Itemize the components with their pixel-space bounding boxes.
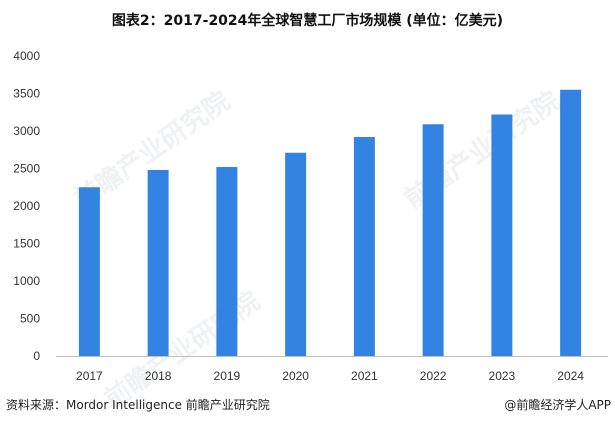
x-tick-label: 2019 [214,369,241,383]
bar [422,124,444,356]
y-tick-label: 1000 [13,274,40,288]
y-tick-label: 3500 [13,87,40,101]
x-tick-label: 2018 [145,369,172,383]
y-tick-label: 2500 [13,162,40,176]
bar [216,167,238,356]
y-tick-label: 3000 [13,124,40,138]
y-tick-label: 0 [33,349,40,363]
brand-credit: @前瞻经济学人APP [504,398,611,412]
y-tick-label: 4000 [13,49,40,63]
bar [78,187,100,356]
source-note: 资料来源：Mordor Intelligence 前瞻产业研究院 [6,398,270,412]
bar [285,152,307,356]
x-tick-label: 2024 [557,369,584,383]
y-tick-label: 500 [20,312,40,326]
y-tick-label: 1500 [13,237,40,251]
x-tick-label: 2022 [420,369,447,383]
bar [353,137,375,356]
bar [491,114,513,356]
bar [147,170,169,356]
x-tick-label: 2021 [351,369,378,383]
y-tick-label: 2000 [13,199,40,213]
chart-title: 图表2：2017-2024年全球智慧工厂市场规模 (单位：亿美元) [111,13,504,29]
x-tick-label: 2020 [282,369,309,383]
x-tick-label: 2017 [76,369,103,383]
bar [560,89,582,356]
x-tick-label: 2023 [489,369,516,383]
